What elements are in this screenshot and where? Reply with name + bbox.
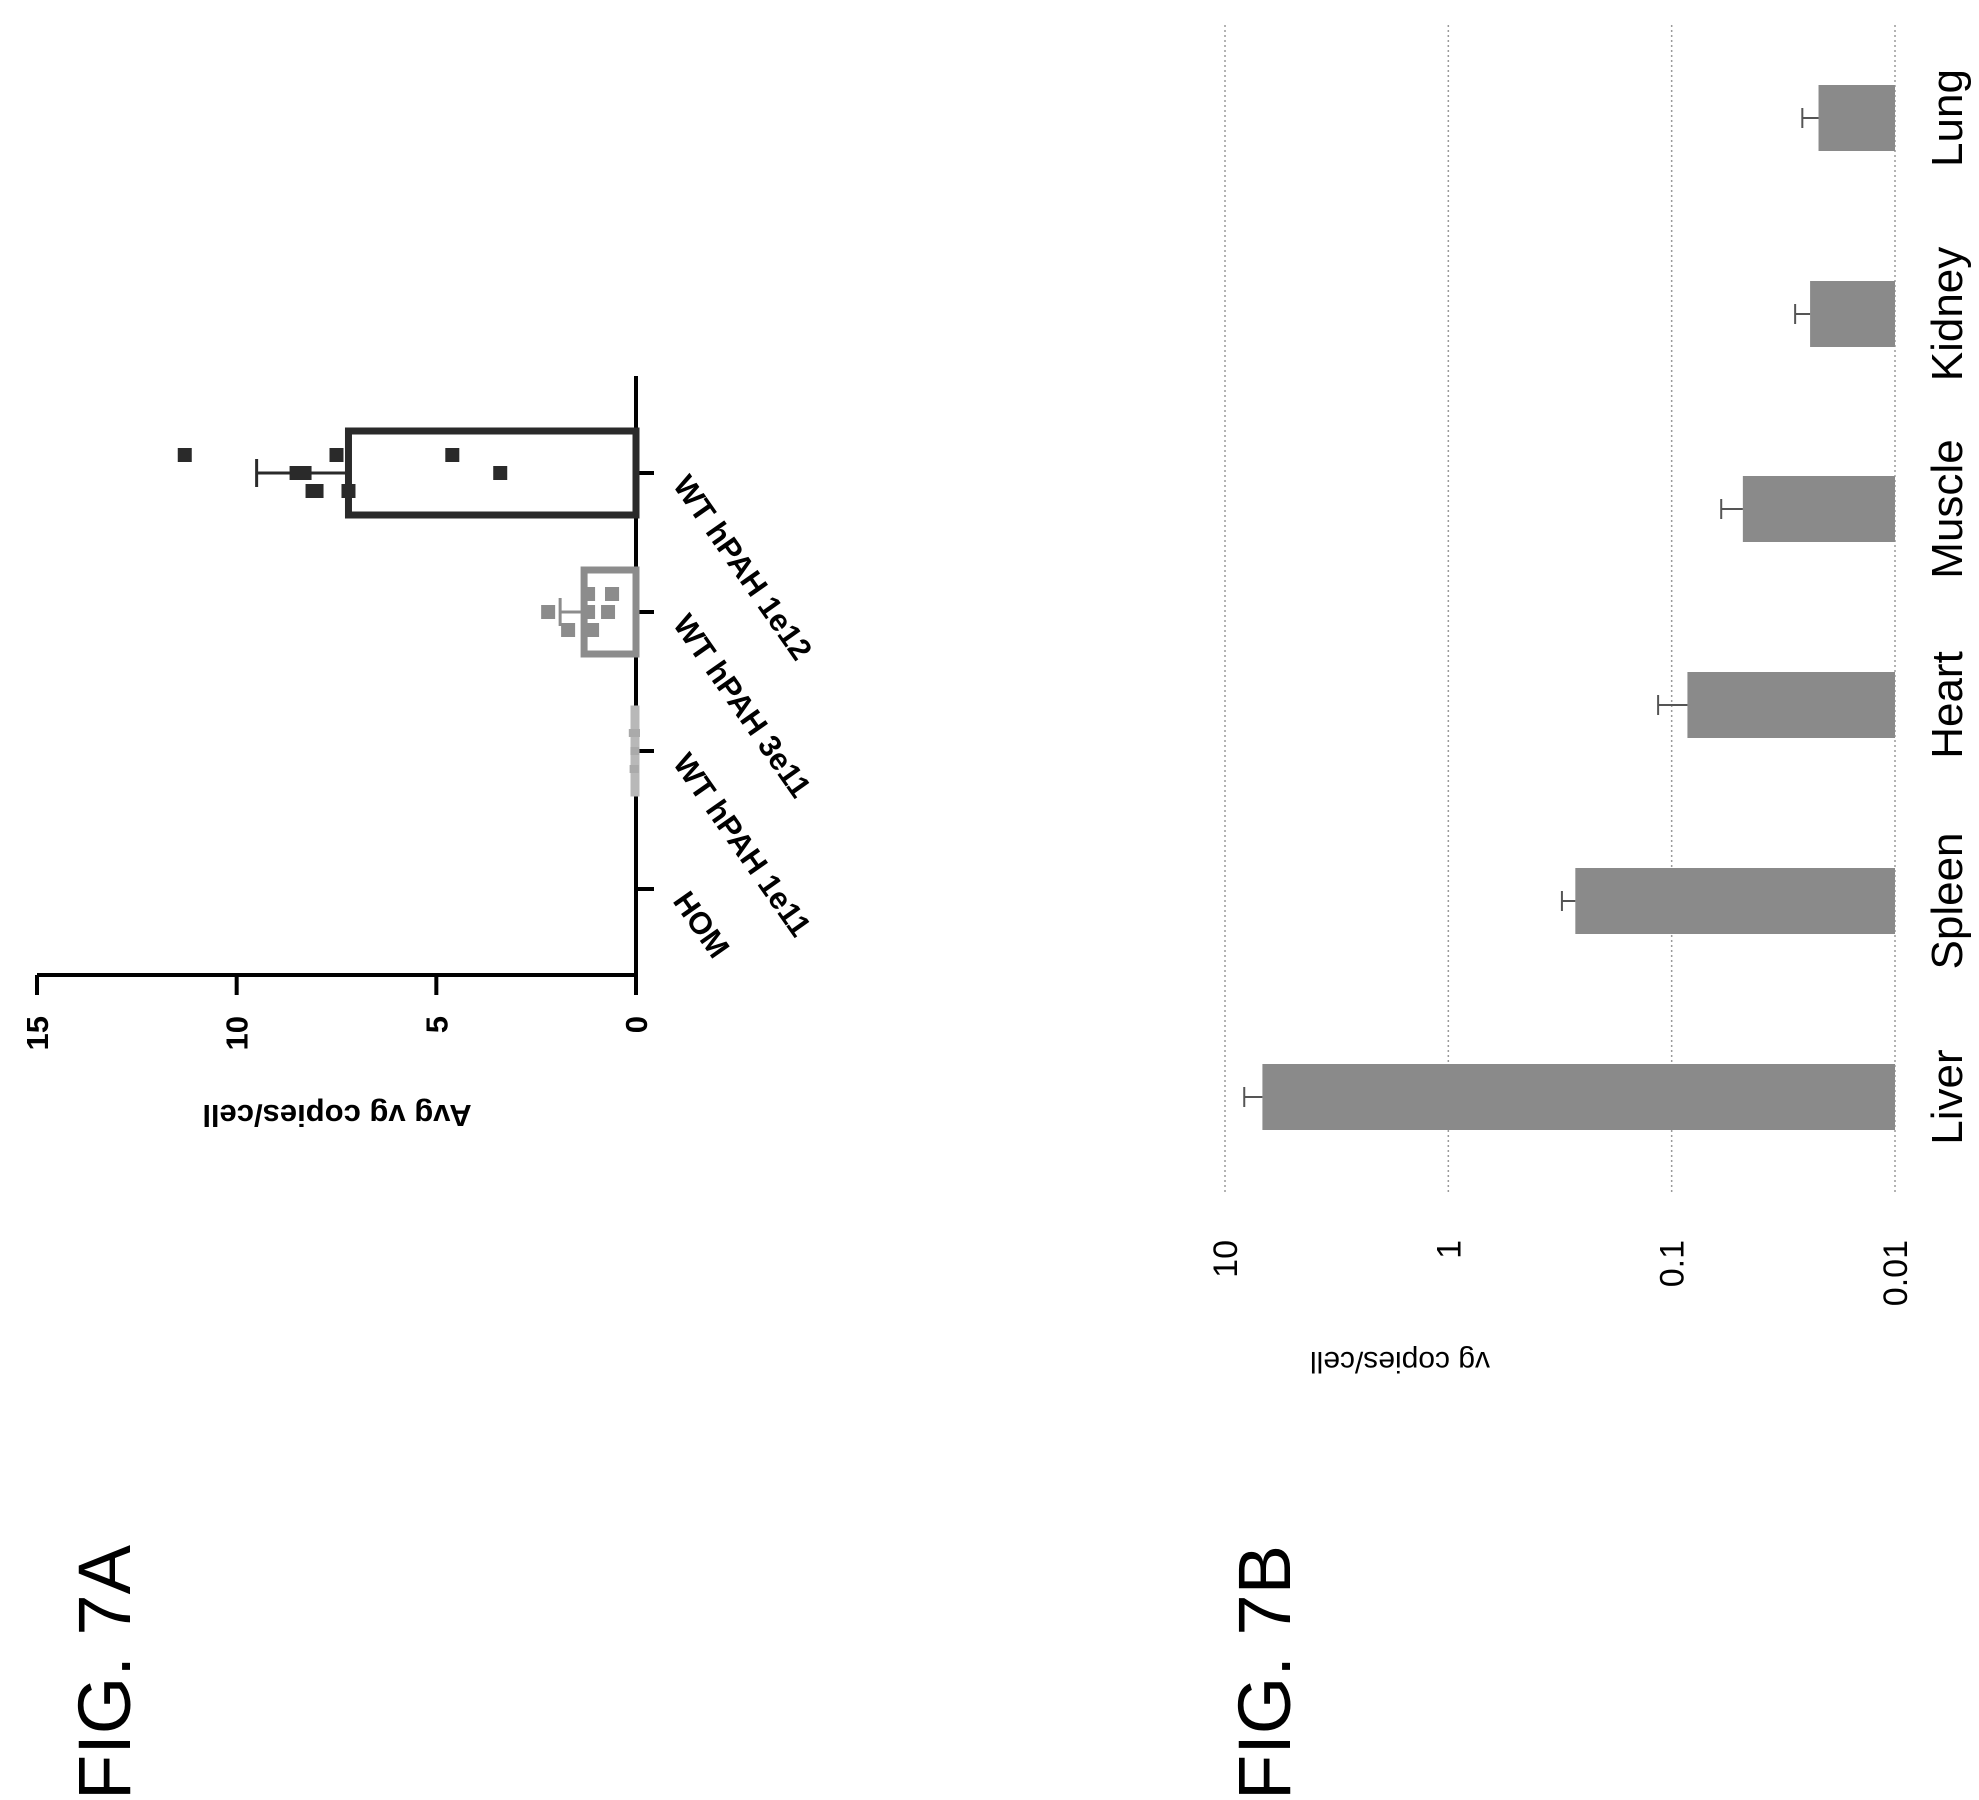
chart-7b-y-axis-title: vg copies/cell — [1310, 1345, 1490, 1378]
chart-7a-tick-labels: 0 5 10 15 — [20, 1016, 654, 1050]
chart-7a-value-tick-label: 10 — [220, 1016, 255, 1050]
chart-7a-data-point — [541, 605, 556, 619]
chart-7b-bar — [1575, 868, 1895, 934]
chart-7b-bars — [1243, 85, 1895, 1130]
chart-7a-data-point — [341, 484, 356, 498]
chart-7a-data-point — [581, 587, 596, 601]
chart-7a-data-point — [581, 605, 596, 619]
chart-7b-bar — [1262, 1064, 1895, 1130]
chart-7b-gridlines — [1224, 25, 1896, 1195]
chart-7a-data-point — [585, 623, 600, 637]
chart-7a-data-point — [309, 484, 324, 498]
chart-7b-bar — [1742, 476, 1895, 542]
chart-7a-value-tick-label: 0 — [619, 1016, 654, 1033]
chart-7a-data-point — [601, 605, 616, 619]
chart-7b-category-label: Muscle — [1923, 439, 1972, 578]
chart-7a-bar — [344, 427, 640, 519]
chart-7a-data-point — [445, 448, 460, 462]
chart-7b-tick-labels: 0.01 0.1 1 10 — [1207, 1240, 1915, 1306]
chart-7b-category-label: Liver — [1923, 1049, 1972, 1144]
chart-7a-points — [177, 448, 640, 773]
chart-7a-data-point — [605, 587, 620, 601]
chart-7b-category-labels: Liver Spleen Heart Muscle Kidney Lung — [1923, 69, 1972, 1145]
chart-7a-data-point — [329, 448, 344, 462]
chart-7b-category-label: Spleen — [1923, 832, 1972, 969]
chart-7b-category-label: Heart — [1923, 651, 1972, 759]
chart-7b-value-tick-label: 1 — [1430, 1240, 1468, 1259]
chart-7a-data-point — [629, 765, 638, 773]
chart-7a-data-point — [628, 729, 637, 737]
chart-7a-data-point — [177, 448, 192, 462]
chart-7a-data-point — [630, 747, 639, 755]
chart-7a-data-point — [493, 466, 508, 480]
chart-7b-category-label: Kidney — [1923, 247, 1972, 382]
fig-7b-label: FIG. 7B — [1223, 1545, 1306, 1800]
chart-7b-bar — [1810, 281, 1895, 347]
chart-7a-data-point — [561, 623, 576, 637]
chart-7b-category-label: Lung — [1923, 69, 1972, 167]
chart-7a-category-label: HOM — [666, 885, 736, 964]
chart-7a-value-tick-label: 5 — [419, 1016, 454, 1033]
chart-7a-value-tick-label: 15 — [20, 1016, 55, 1050]
chart-7b-value-tick-label: 0.01 — [1877, 1240, 1915, 1306]
chart-7a-data-point — [289, 466, 304, 480]
chart-7a-y-axis-title: Avg vg copies/cell — [202, 1098, 471, 1133]
chart-7b-bar — [1687, 672, 1895, 738]
chart-7b-value-tick-label: 0.1 — [1654, 1240, 1692, 1287]
chart-7b-bar — [1818, 85, 1895, 151]
fig-7a-label: FIG. 7A — [63, 1544, 146, 1800]
chart-7b-value-tick-label: 10 — [1207, 1240, 1245, 1278]
